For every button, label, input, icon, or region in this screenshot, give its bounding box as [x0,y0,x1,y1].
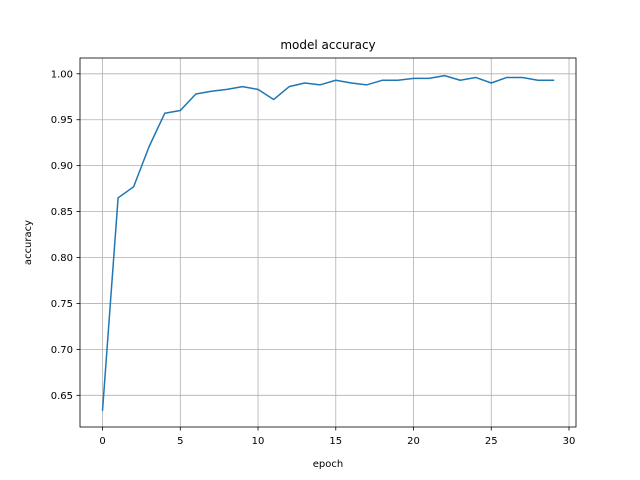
chart-title: model accuracy [280,38,375,52]
y-tick-label: 0.75 [51,299,73,310]
x-tick-label: 30 [563,436,576,447]
y-tick-label: 0.85 [51,207,73,218]
x-tick-label: 5 [177,436,183,447]
x-tick-label: 10 [252,436,265,447]
x-axis-ticks: 0 5 10 15 20 25 30 [99,427,575,447]
x-tick-label: 15 [329,436,342,447]
y-tick-label: 0.70 [51,345,73,356]
y-tick-label: 1.00 [51,69,73,80]
x-tick-label: 20 [407,436,420,447]
plot-frame [79,57,577,428]
y-tick-label: 0.65 [51,391,73,402]
y-axis-ticks: 0.65 0.70 0.75 0.80 0.85 0.90 0.95 1.00 [51,69,80,402]
y-tick-label: 0.95 [51,115,73,126]
y-axis-label: accuracy [23,220,34,265]
x-tick-label: 25 [485,436,498,447]
x-tick-label: 0 [99,436,105,447]
y-tick-label: 0.90 [51,161,73,172]
accuracy-line [101,74,555,411]
plot-area-background [80,58,576,427]
x-axis-label: epoch [313,459,343,470]
y-tick-label: 0.80 [51,253,73,264]
y-grid [80,73,576,396]
